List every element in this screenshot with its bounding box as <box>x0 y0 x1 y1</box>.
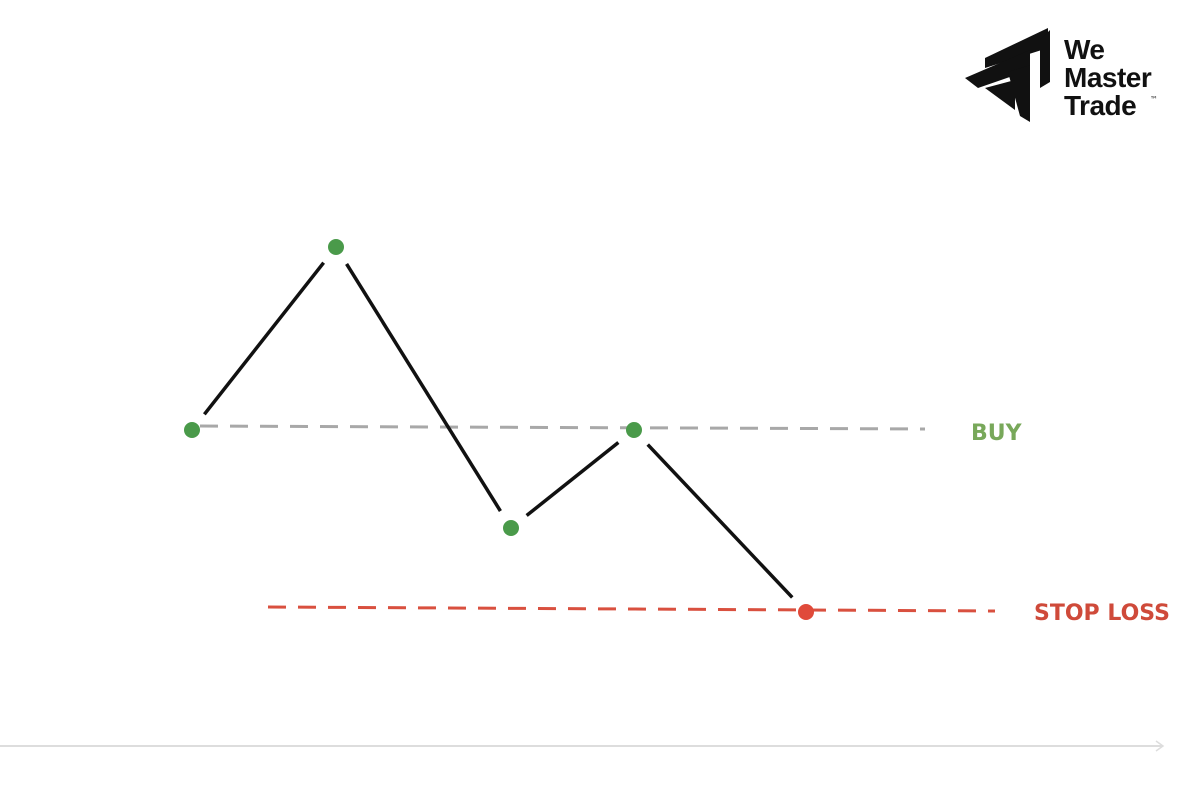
buy-level-line <box>199 424 926 431</box>
price-path <box>202 261 794 599</box>
stop-loss-point <box>798 604 814 620</box>
swing-point <box>328 239 344 255</box>
price-segment <box>646 443 794 599</box>
axis-arrow-icon <box>1155 740 1165 752</box>
swing-point <box>503 520 519 536</box>
price-segment <box>202 261 326 416</box>
swing-point <box>184 422 200 438</box>
logo-text-we: We <box>1064 34 1105 65</box>
swing-point <box>626 422 642 438</box>
swing-points <box>184 239 814 620</box>
price-segment <box>525 441 620 517</box>
logo-text-master: Master <box>1064 62 1152 93</box>
logo-trademark: ™ <box>1150 95 1158 104</box>
stop-loss-line <box>267 605 996 613</box>
we-master-trade-logo: We Master Trade ™ <box>965 28 1158 122</box>
logo-arrows-icon <box>965 28 1050 122</box>
stop-loss-label: STOP LOSS <box>1034 601 1170 626</box>
price-segment <box>345 263 502 512</box>
logo-text-trade: Trade <box>1064 90 1136 121</box>
time-axis <box>0 740 1165 752</box>
buy-label: BUY <box>971 421 1023 446</box>
